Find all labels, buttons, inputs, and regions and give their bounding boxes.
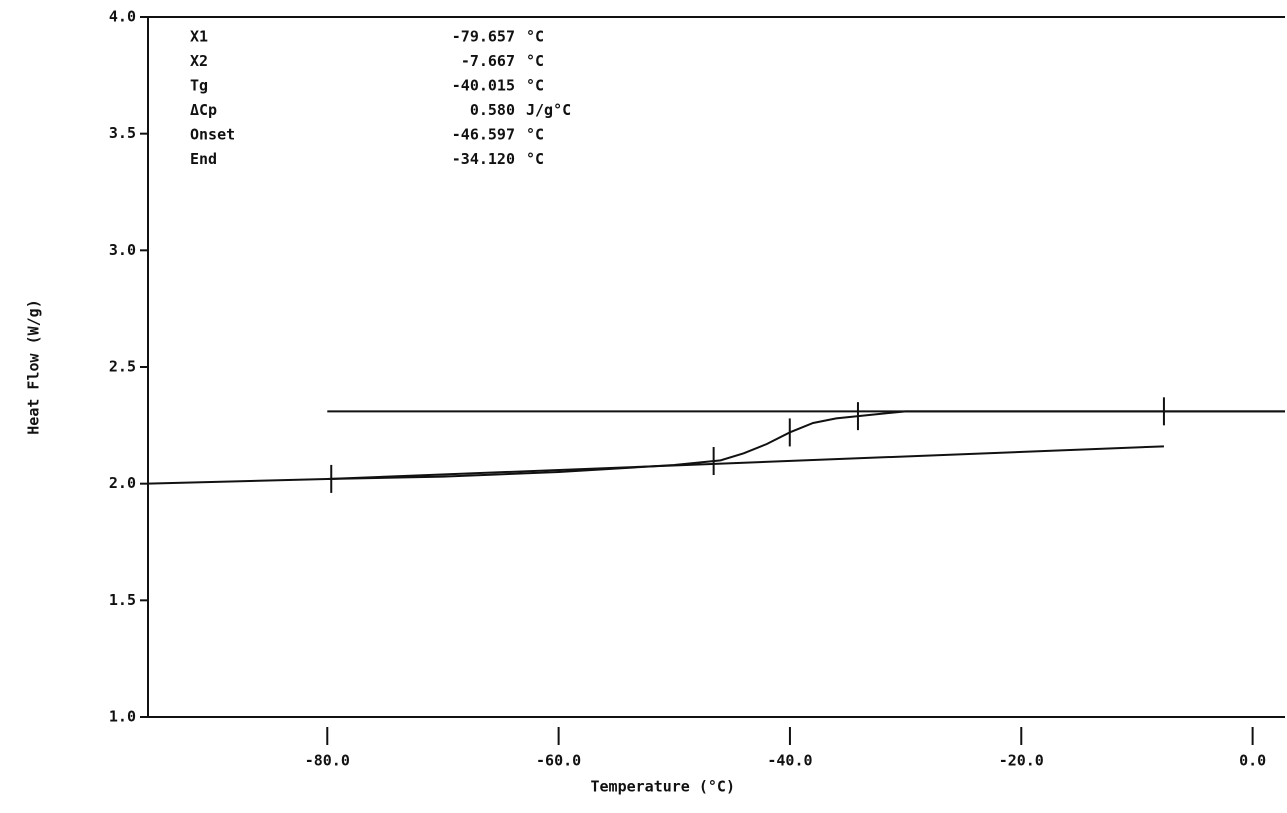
annotation-label: X2: [190, 52, 208, 70]
annotation-label: ΔCp: [190, 101, 217, 119]
annotation-value: -40.015: [452, 77, 515, 95]
x-axis-label: Temperature (°C): [591, 778, 736, 796]
y-tick-label: 2.5: [109, 358, 136, 376]
y-axis-label: Heat Flow (W/g): [25, 299, 43, 434]
annotation-unit: °C: [526, 77, 544, 95]
annotation-unit: °C: [526, 28, 544, 46]
annotation-label: Onset: [190, 126, 235, 144]
y-tick-label: 2.0: [109, 474, 136, 492]
chart: Temperature (°C) Heat Flow (W/g) 1.0 1.5 2…: [0, 0, 1287, 813]
annotation-label: X1: [190, 28, 208, 46]
x-tick-label: -60.0: [536, 752, 581, 770]
annotation-unit: °C: [526, 126, 544, 144]
data-line: [327, 446, 1164, 479]
annotation-value: -46.597: [452, 126, 515, 144]
x-tick-label: -40.0: [767, 752, 812, 770]
x-tick-label: -80.0: [305, 752, 350, 770]
annotation-unit: °C: [526, 150, 544, 168]
y-tick-label: 3.5: [109, 124, 136, 142]
annotation-value: -7.667: [461, 52, 515, 70]
y-tick-label: 1.0: [109, 708, 136, 726]
x-tick-label: -20.0: [999, 752, 1044, 770]
y-tick-label: 3.0: [109, 241, 136, 259]
y-tick-label: 1.5: [109, 591, 136, 609]
y-tick-label: 4.0: [109, 8, 136, 26]
annotation-unit: °C: [526, 52, 544, 70]
x-tick-label: 0.0: [1239, 752, 1266, 770]
annotation-value: -79.657: [452, 28, 515, 46]
annotation-unit: J/g°C: [526, 101, 571, 119]
annotation-label: Tg: [190, 77, 208, 95]
annotation-label: End: [190, 150, 217, 168]
annotation-value: -34.120: [452, 150, 515, 168]
annotation-value: 0.580: [470, 101, 515, 119]
